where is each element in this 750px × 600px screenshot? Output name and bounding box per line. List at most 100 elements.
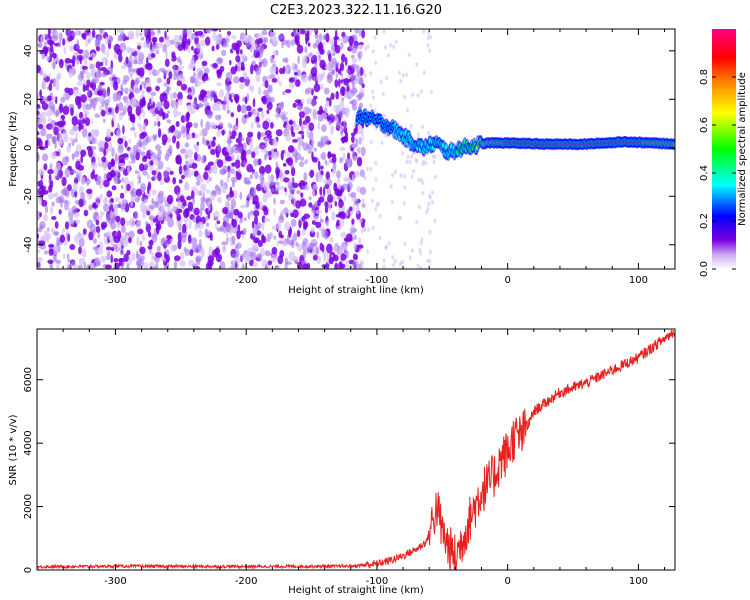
noise-cell <box>137 228 144 235</box>
noise-cell <box>255 238 259 244</box>
noise-cell <box>427 131 430 136</box>
noise-cell <box>226 236 229 244</box>
noise-cell <box>235 117 239 127</box>
noise-cell <box>193 207 200 216</box>
noise-cell <box>282 65 286 75</box>
noise-cell <box>269 30 277 40</box>
noise-cell <box>88 132 92 137</box>
noise-cell <box>77 232 81 237</box>
noise-cell <box>55 109 58 116</box>
noise-cell <box>261 222 265 231</box>
noise-cell <box>65 188 70 198</box>
noise-cell <box>338 211 342 217</box>
noise-cell <box>332 195 336 204</box>
noise-cell <box>312 109 318 117</box>
noise-cell <box>176 111 182 117</box>
noise-cell <box>245 105 252 112</box>
noise-cell <box>309 52 313 57</box>
noise-cell <box>169 39 176 45</box>
noise-cell <box>122 79 127 85</box>
noise-cell <box>149 261 155 269</box>
noise-cell <box>351 135 355 143</box>
noise-cell <box>306 143 314 150</box>
noise-cell <box>136 250 139 261</box>
noise-cell <box>121 177 125 183</box>
noise-cell <box>273 181 280 186</box>
noise-cell <box>399 173 403 178</box>
noise-cell <box>104 141 109 149</box>
noise-cell <box>165 50 168 59</box>
noise-cell <box>177 65 185 70</box>
noise-cell <box>346 84 350 92</box>
noise-cell <box>167 167 172 173</box>
noise-cell <box>105 246 112 251</box>
noise-cell <box>135 188 142 197</box>
noise-cell <box>325 32 330 43</box>
noise-cell <box>391 255 395 260</box>
noise-cell <box>285 132 292 142</box>
noise-cell <box>318 105 323 115</box>
noise-cell <box>117 37 123 42</box>
noise-cell <box>292 102 297 108</box>
noise-cell <box>156 114 160 123</box>
noise-cell <box>305 29 312 32</box>
noise-cell <box>102 51 107 55</box>
noise-cell <box>429 90 433 95</box>
noise-cell <box>207 259 214 267</box>
noise-cell <box>286 39 291 48</box>
noise-cell <box>305 115 311 123</box>
noise-cell <box>369 166 373 172</box>
noise-cell <box>146 38 150 49</box>
noise-cell <box>225 212 233 217</box>
noise-cell <box>313 83 321 93</box>
noise-cell <box>393 169 397 175</box>
noise-cell <box>350 192 357 199</box>
noise-cell <box>403 241 407 246</box>
noise-cell <box>429 34 433 40</box>
noise-cell <box>199 131 204 136</box>
noise-cell <box>49 163 53 171</box>
noise-cell <box>340 231 347 238</box>
noise-cell <box>351 58 358 63</box>
noise-cell <box>66 233 69 238</box>
noise-cell <box>351 150 356 156</box>
noise-cell <box>297 55 300 65</box>
noise-cell <box>361 83 365 88</box>
noise-cell <box>384 133 388 138</box>
noise-cell <box>114 106 119 114</box>
noise-cell <box>116 244 122 251</box>
noise-cell <box>301 185 307 190</box>
noise-cell <box>359 186 367 195</box>
noise-cell <box>375 202 379 207</box>
noise-cell <box>112 92 119 102</box>
noise-cell <box>86 145 93 151</box>
noise-cell <box>240 204 247 209</box>
noise-cell <box>217 143 221 153</box>
noise-cell <box>374 177 378 182</box>
noise-cell <box>305 241 308 247</box>
noise-cell <box>330 92 335 100</box>
noise-cell <box>136 236 140 246</box>
noise-cell <box>417 177 421 182</box>
noise-cell <box>173 101 179 111</box>
noise-cell <box>147 63 153 71</box>
noise-cell <box>199 207 203 217</box>
noise-cell <box>47 259 54 265</box>
noise-cell <box>279 101 284 111</box>
noise-cell <box>274 187 279 194</box>
y-tick-label: 6000 <box>23 367 34 392</box>
noise-cell <box>428 258 432 263</box>
noise-cell <box>358 146 361 152</box>
x-tick-label: -200 <box>235 576 258 587</box>
noise-cell <box>149 31 156 36</box>
noise-cell <box>276 221 282 231</box>
noise-cell <box>252 171 259 176</box>
noise-cell <box>119 192 125 199</box>
noise-cell <box>271 225 277 231</box>
noise-cell <box>76 57 79 65</box>
noise-cell <box>294 156 298 164</box>
noise-cell <box>146 86 152 93</box>
noise-cell <box>122 241 128 248</box>
